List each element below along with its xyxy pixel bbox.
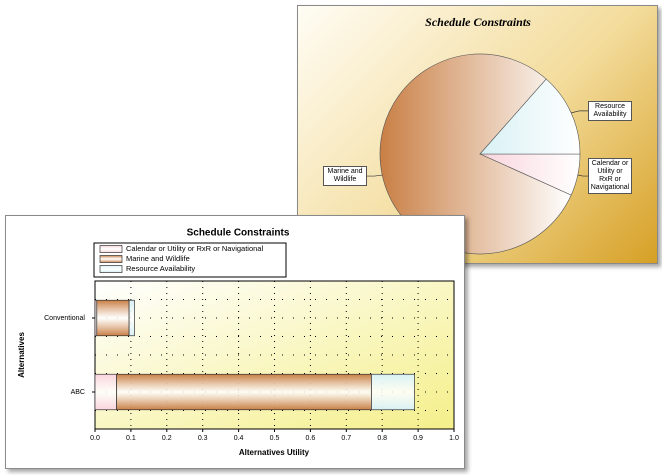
x-tick-label: 0.6 xyxy=(306,435,316,442)
x-tick-label: 0.7 xyxy=(341,435,351,442)
legend-swatch xyxy=(99,255,123,263)
bar-chart: Schedule Constraints Alternatives Altern… xyxy=(17,228,459,457)
legend-swatch xyxy=(99,245,123,253)
slice-label: Calendar or Utility or RxR or Navigation… xyxy=(588,158,632,195)
slice-label: Marine and Wildlife xyxy=(323,166,367,187)
chart-title: Schedule Constraints xyxy=(425,15,531,29)
bar-panel: Schedule Constraints Alternatives Altern… xyxy=(5,215,465,469)
bar-segment xyxy=(96,299,130,337)
pie-slice xyxy=(479,78,581,155)
leader-line xyxy=(577,174,588,177)
y-tick-label: Conventional xyxy=(44,315,85,322)
y-tick-label: ABC xyxy=(71,389,85,396)
bar-segment xyxy=(94,373,117,411)
bar-segment xyxy=(116,373,372,411)
legend-label: Calendar or Utility or RxR or Navigation… xyxy=(126,244,263,253)
x-tick-label: 0.2 xyxy=(162,435,172,442)
x-tick-label: 0.5 xyxy=(270,435,280,442)
x-tick-label: 0.3 xyxy=(198,435,208,442)
x-axis-label: Alternatives Utility xyxy=(239,448,310,457)
legend-swatch xyxy=(99,265,123,273)
x-tick-label: 1.0 xyxy=(449,435,459,442)
chart-title: Schedule Constraints xyxy=(187,228,290,239)
x-tick-label: 0.8 xyxy=(377,435,387,442)
bar-segment xyxy=(371,373,415,411)
leader-line xyxy=(571,110,588,114)
slice-label: Resource Availability xyxy=(588,100,632,121)
leader-line xyxy=(367,174,383,177)
x-tick-label: 0.0 xyxy=(90,435,100,442)
pie-slice xyxy=(379,53,572,255)
bar-segment xyxy=(128,299,135,337)
legend-label: Resource Availability xyxy=(126,264,195,273)
pie-chart: Schedule Constraints xyxy=(367,15,588,255)
x-tick-label: 0.4 xyxy=(234,435,244,442)
legend-box xyxy=(93,242,287,278)
y-axis-label: Alternatives xyxy=(17,332,26,378)
pie-panel: Schedule Constraints Calendar or Utility… xyxy=(297,5,658,264)
x-tick-label: 0.1 xyxy=(126,435,136,442)
legend-label: Marine and Wildlife xyxy=(126,254,190,263)
x-tick-label: 0.9 xyxy=(413,435,423,442)
